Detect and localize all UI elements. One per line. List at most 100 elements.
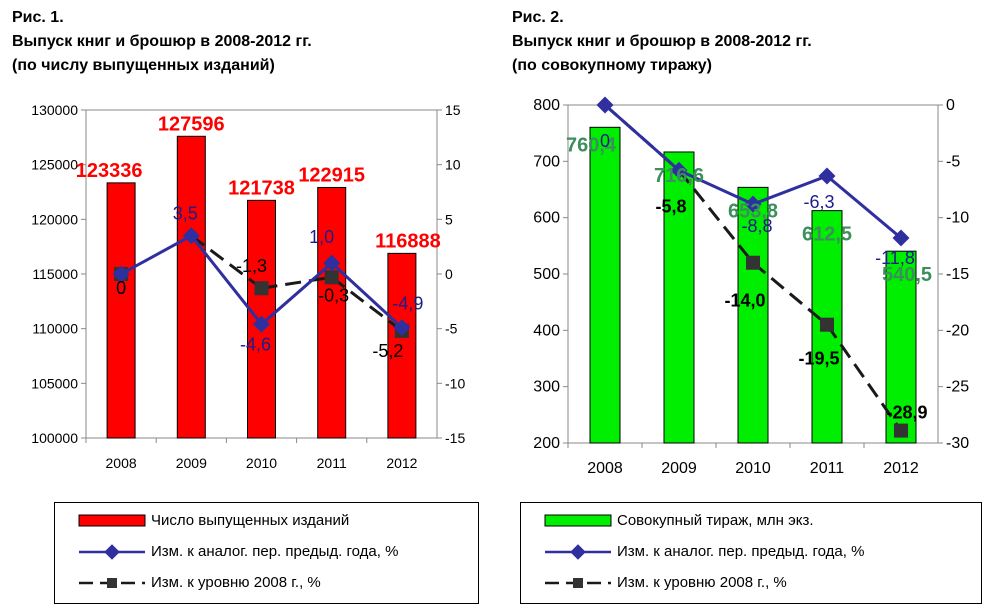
y-left-tick-label: 110000: [32, 321, 78, 337]
legend-label-base: Изм. к уровню 2008 г., %: [151, 574, 321, 591]
yoy-marker-2011: [323, 254, 341, 272]
base-line-segment: [261, 275, 332, 290]
yoy-value-label: 3,5: [173, 204, 198, 224]
y-right-tick-label: -5: [946, 153, 960, 170]
y-left-tick-label: 700: [533, 153, 560, 170]
figure-1-title: Выпуск книг и брошюр в 2008-2012 гг.: [12, 33, 312, 50]
figure-2-caption: Рис. 2. Выпуск книг и брошюр в 2008-2012…: [512, 6, 812, 78]
y-right-tick-label: -25: [946, 379, 969, 396]
legend-label-bars: Совокупный тираж, млн экз.: [617, 512, 814, 529]
yoy-marker-2009: [182, 227, 200, 245]
base-line-segment: [330, 276, 403, 333]
figure-1-caption: Рис. 1. Выпуск книг и брошюр в 2008-2012…: [12, 6, 312, 78]
base-value-label: -28,9: [886, 403, 927, 423]
x-tick-label: 2010: [246, 455, 277, 471]
legend-swatch-bars: [544, 514, 612, 527]
yoy-marker-2009: [670, 161, 688, 179]
y-left-tick-label: 800: [533, 97, 560, 114]
yoy-marker-2010: [253, 315, 270, 333]
x-tick-label: 2008: [587, 460, 623, 477]
bar-2010: [247, 199, 276, 439]
legend-swatch-bars: [78, 514, 146, 527]
yoy-value-label: -6,3: [803, 192, 834, 212]
figure-2-title: Выпуск книг и брошюр в 2008-2012 гг.: [512, 33, 812, 50]
y-right-tick-label: 0: [946, 97, 955, 114]
base-value-label: 0: [116, 278, 126, 298]
bar-value-label: 122915: [298, 164, 365, 186]
x-tick-label: 2008: [106, 455, 137, 471]
base-value-label: -1,3: [236, 256, 267, 276]
bar-value-label: 760,4: [566, 134, 617, 156]
y-left-tick-label: 125000: [31, 157, 78, 173]
legend-swatch-yoy: [545, 544, 611, 560]
y-right-tick-label: -10: [946, 210, 969, 227]
bar-value-label: 653,8: [728, 200, 778, 222]
y-left-tick-label: 130000: [31, 102, 78, 118]
bar-value-label: 540,5: [882, 264, 932, 286]
base-value-label: -14,0: [724, 291, 765, 311]
x-tick-label: 2012: [386, 455, 417, 471]
bar-2009: [176, 135, 206, 439]
legend-label-yoy: Изм. к аналог. пер. предыд. года, %: [151, 543, 399, 560]
legend-swatch-base: [79, 578, 145, 588]
bar-2011: [317, 186, 347, 439]
bar-2008: [589, 126, 621, 444]
x-tick-label: 2011: [810, 460, 845, 477]
bar-2012: [387, 252, 417, 439]
y-right-tick-label: 5: [445, 211, 453, 227]
yoy-marker-2012: [393, 319, 411, 337]
x-tick-label: 2012: [883, 460, 919, 477]
x-tick-label: 2009: [176, 455, 207, 471]
y-left-tick-label: 500: [533, 266, 560, 283]
chart-1-books-count: 100000 105000 110000 115000 120000 125000 1300…: [31, 102, 465, 471]
base-marker-2011: [324, 270, 339, 285]
bar-2010: [737, 186, 769, 444]
bar-value-label: 716,6: [654, 165, 704, 187]
figure-1-number: Рис. 1.: [12, 9, 64, 26]
x-tick-label: 2009: [661, 460, 697, 477]
y-left-tick-label: 400: [533, 322, 560, 339]
base-marker-2010: [254, 281, 269, 296]
chart-2-total-circulation: 200 300 400 500 600 700 800 -30 -25 -20 -15 -10 -5 0 2…: [533, 96, 969, 477]
y-right-tick-label: -10: [445, 375, 465, 391]
bar-value-label: 612,5: [802, 224, 852, 246]
chart-2-legend: Совокупный тираж, млн экз. Изм. к аналог…: [520, 502, 982, 604]
bar-value-label: 116888: [375, 230, 441, 252]
bar-value-label: 123336: [76, 160, 143, 182]
bar-2008: [106, 182, 136, 439]
yoy-marker-2008: [596, 96, 614, 114]
base-line-segment: [825, 323, 903, 432]
y-right-tick-label: -15: [445, 430, 465, 446]
legend-label-yoy: Изм. к аналог. пер. предыд. года, %: [617, 543, 865, 560]
bar-2012: [885, 250, 917, 444]
legend-label-bars: Число выпущенных изданий: [151, 512, 350, 529]
y-right-tick-label: -20: [946, 322, 969, 339]
y-right-tick-label: -15: [946, 266, 969, 283]
x-tick-label: 2010: [735, 460, 771, 477]
yoy-value-label: -4,6: [240, 334, 271, 354]
figure-1-subtitle: (по числу выпущенных изданий): [12, 57, 275, 74]
figure-2-number: Рис. 2.: [512, 9, 564, 26]
base-marker-2010: [746, 255, 760, 270]
yoy-value-label: 0: [116, 278, 126, 298]
y-right-tick-label: 10: [445, 157, 461, 173]
y-left-tick-label: 115000: [32, 266, 78, 282]
base-marker-2012: [894, 423, 908, 438]
yoy-value-label: -11,8: [875, 248, 915, 268]
y-right-tick-label: -5: [445, 321, 458, 337]
y-right-tick-label: -30: [946, 435, 969, 452]
chart-1-legend: Число выпущенных изданий Изм. к аналог. …: [54, 502, 479, 604]
base-line-segment: [752, 261, 828, 326]
base-value-label: -5,2: [372, 341, 403, 361]
base-line-segment: [677, 169, 755, 264]
figure-2-subtitle: (по совокупному тиражу): [512, 57, 712, 74]
y-right-tick-label: 15: [445, 102, 461, 118]
yoy-marker-2008: [112, 265, 130, 283]
yoy-marker-2011: [818, 167, 836, 185]
yoy-value-label: -8,8: [741, 216, 772, 236]
yoy-value-label: 1,0: [309, 227, 334, 247]
legend-swatch-yoy: [79, 544, 145, 560]
yoy-value-label: -4,9: [392, 294, 423, 314]
legend-swatch-base: [545, 578, 611, 588]
y-left-tick-label: 300: [533, 379, 560, 396]
